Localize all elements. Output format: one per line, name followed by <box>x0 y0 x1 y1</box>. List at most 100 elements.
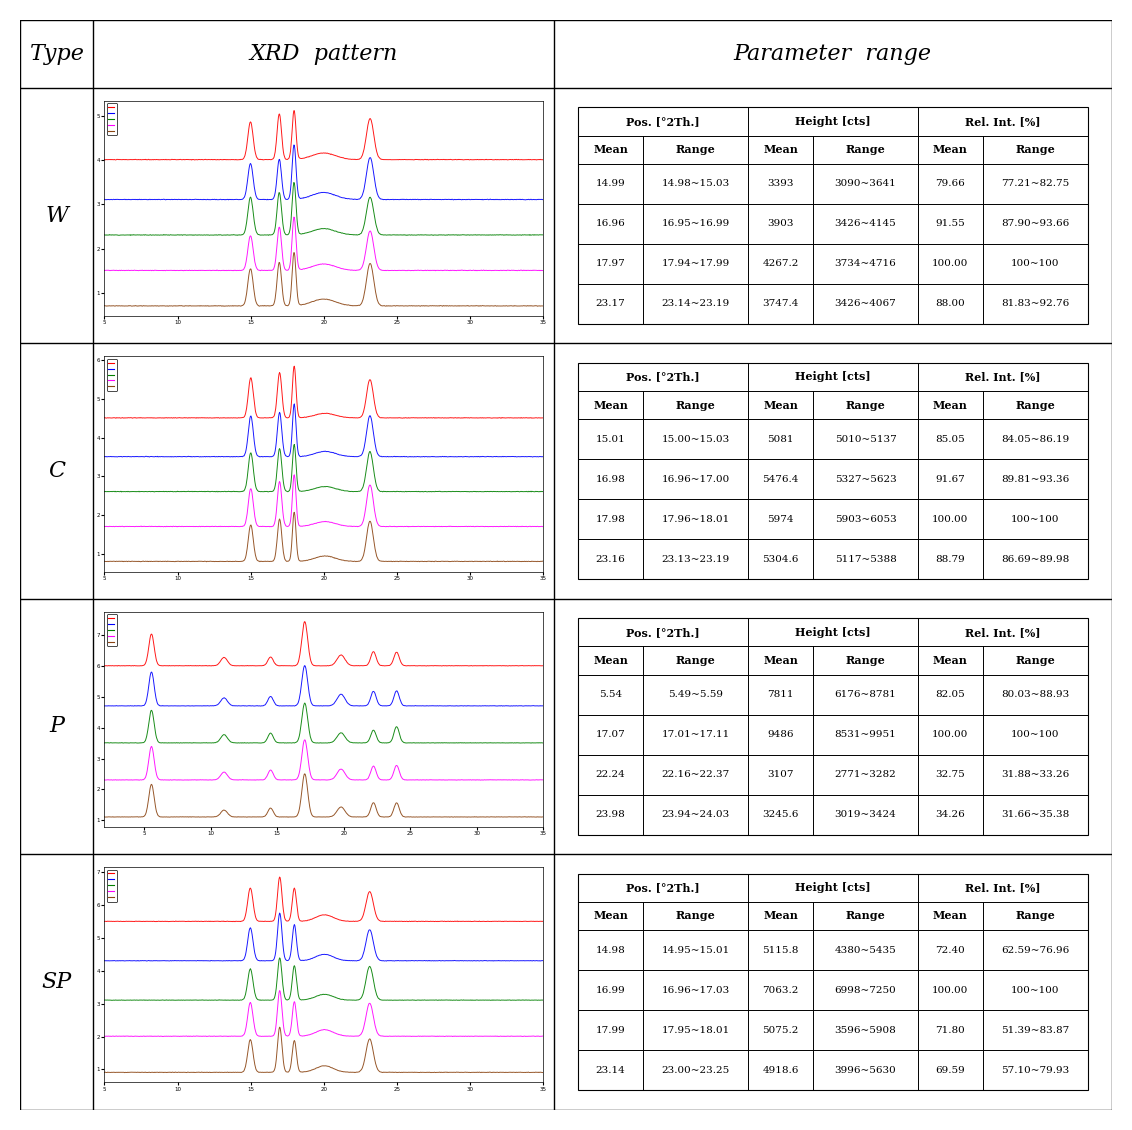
Text: Parameter  range: Parameter range <box>734 43 932 66</box>
Text: 5115.8: 5115.8 <box>762 946 799 955</box>
Text: 85.05: 85.05 <box>935 435 966 444</box>
Text: 4267.2: 4267.2 <box>762 259 799 268</box>
Text: 84.05~86.19: 84.05~86.19 <box>1001 435 1070 444</box>
Text: 16.96~17.03: 16.96~17.03 <box>661 985 730 994</box>
Text: 100~100: 100~100 <box>1011 259 1060 268</box>
Text: 100.00: 100.00 <box>933 259 969 268</box>
Text: 3426~4067: 3426~4067 <box>834 299 897 308</box>
Text: 4380~5435: 4380~5435 <box>834 946 897 955</box>
Text: Range: Range <box>846 655 885 666</box>
Text: 3019~3424: 3019~3424 <box>834 810 897 819</box>
Text: 71.80: 71.80 <box>935 1026 966 1035</box>
Text: 14.95~15.01: 14.95~15.01 <box>661 946 730 955</box>
Text: Range: Range <box>846 400 885 410</box>
Text: 17.99: 17.99 <box>595 1026 626 1035</box>
Text: Mean: Mean <box>933 655 968 666</box>
Text: 51.39~83.87: 51.39~83.87 <box>1001 1026 1070 1035</box>
Legend: , , , , : , , , , <box>106 103 117 136</box>
Text: 88.79: 88.79 <box>935 555 966 564</box>
Text: Pos. [°2Th.]: Pos. [°2Th.] <box>626 627 700 638</box>
Text: Height [cts]: Height [cts] <box>795 883 871 894</box>
Text: Mean: Mean <box>593 911 628 921</box>
Text: 17.95~18.01: 17.95~18.01 <box>661 1026 730 1035</box>
Text: 23.14: 23.14 <box>595 1066 626 1075</box>
Text: 17.07: 17.07 <box>595 730 626 739</box>
Text: 14.98: 14.98 <box>595 946 626 955</box>
Text: Range: Range <box>676 145 715 155</box>
Text: 5476.4: 5476.4 <box>762 475 799 484</box>
Text: Mean: Mean <box>593 145 628 155</box>
Text: 16.96~17.00: 16.96~17.00 <box>661 475 730 484</box>
Text: 17.98: 17.98 <box>595 514 626 523</box>
Text: 32.75: 32.75 <box>935 771 966 779</box>
Text: P: P <box>50 715 65 738</box>
Text: 5075.2: 5075.2 <box>762 1026 799 1035</box>
Text: 16.95~16.99: 16.95~16.99 <box>661 219 730 228</box>
Text: 15.00~15.03: 15.00~15.03 <box>661 435 730 444</box>
Text: 5.49~5.59: 5.49~5.59 <box>668 690 723 699</box>
Text: 82.05: 82.05 <box>935 690 966 699</box>
Text: 87.90~93.66: 87.90~93.66 <box>1001 219 1070 228</box>
Text: 7811: 7811 <box>767 690 794 699</box>
Legend: , , , , : , , , , <box>106 870 117 902</box>
Text: Range: Range <box>1015 400 1055 410</box>
Text: 23.00~23.25: 23.00~23.25 <box>661 1066 730 1075</box>
Text: 16.96: 16.96 <box>595 219 626 228</box>
Text: 3090~3641: 3090~3641 <box>834 180 897 189</box>
Text: 31.66~35.38: 31.66~35.38 <box>1001 810 1070 819</box>
Text: XRD  pattern: XRD pattern <box>249 43 398 66</box>
Text: 34.26: 34.26 <box>935 810 966 819</box>
Text: 100~100: 100~100 <box>1011 514 1060 523</box>
Text: 31.88~33.26: 31.88~33.26 <box>1001 771 1070 779</box>
Text: 5081: 5081 <box>767 435 794 444</box>
Text: 5327~5623: 5327~5623 <box>834 475 897 484</box>
Text: Rel. Int. [%]: Rel. Int. [%] <box>964 883 1040 894</box>
Text: 69.59: 69.59 <box>935 1066 966 1075</box>
Text: 17.01~17.11: 17.01~17.11 <box>661 730 730 739</box>
Text: 23.13~23.19: 23.13~23.19 <box>661 555 730 564</box>
Text: 6176~8781: 6176~8781 <box>834 690 897 699</box>
Text: 3596~5908: 3596~5908 <box>834 1026 897 1035</box>
Text: 6998~7250: 6998~7250 <box>834 985 897 994</box>
Text: Rel. Int. [%]: Rel. Int. [%] <box>964 116 1040 127</box>
Text: Range: Range <box>676 911 715 921</box>
Text: 77.21~82.75: 77.21~82.75 <box>1001 180 1070 189</box>
Text: 3734~4716: 3734~4716 <box>834 259 897 268</box>
Text: Range: Range <box>1015 655 1055 666</box>
Text: Range: Range <box>846 911 885 921</box>
Text: C: C <box>49 460 66 483</box>
Text: Range: Range <box>1015 145 1055 155</box>
Text: Pos. [°2Th.]: Pos. [°2Th.] <box>626 116 700 127</box>
Text: 23.94~24.03: 23.94~24.03 <box>661 810 730 819</box>
Text: 8531~9951: 8531~9951 <box>834 730 897 739</box>
Text: 88.00: 88.00 <box>935 299 966 308</box>
Text: 86.69~89.98: 86.69~89.98 <box>1001 555 1070 564</box>
Text: 16.99: 16.99 <box>595 985 626 994</box>
Text: Pos. [°2Th.]: Pos. [°2Th.] <box>626 883 700 894</box>
Text: Mean: Mean <box>763 911 798 921</box>
Text: 23.98: 23.98 <box>595 810 626 819</box>
Text: 17.96~18.01: 17.96~18.01 <box>661 514 730 523</box>
Text: 15.01: 15.01 <box>595 435 626 444</box>
Text: 91.67: 91.67 <box>935 475 966 484</box>
Text: 23.17: 23.17 <box>595 299 626 308</box>
Text: Mean: Mean <box>763 655 798 666</box>
Text: 3996~5630: 3996~5630 <box>834 1066 897 1075</box>
Text: 100.00: 100.00 <box>933 514 969 523</box>
Text: 5117~5388: 5117~5388 <box>834 555 897 564</box>
Text: 100.00: 100.00 <box>933 985 969 994</box>
Text: Range: Range <box>676 400 715 410</box>
Text: 3393: 3393 <box>767 180 794 189</box>
Text: W: W <box>45 205 68 227</box>
Text: 3245.6: 3245.6 <box>762 810 799 819</box>
Text: 3107: 3107 <box>767 771 794 779</box>
Text: 5.54: 5.54 <box>599 690 623 699</box>
Text: Mean: Mean <box>763 400 798 410</box>
Text: 79.66: 79.66 <box>935 180 966 189</box>
Text: Mean: Mean <box>933 911 968 921</box>
Text: Rel. Int. [%]: Rel. Int. [%] <box>964 372 1040 382</box>
Text: 62.59~76.96: 62.59~76.96 <box>1001 946 1070 955</box>
Text: 7063.2: 7063.2 <box>762 985 799 994</box>
Text: SP: SP <box>42 971 72 993</box>
Text: Mean: Mean <box>763 145 798 155</box>
